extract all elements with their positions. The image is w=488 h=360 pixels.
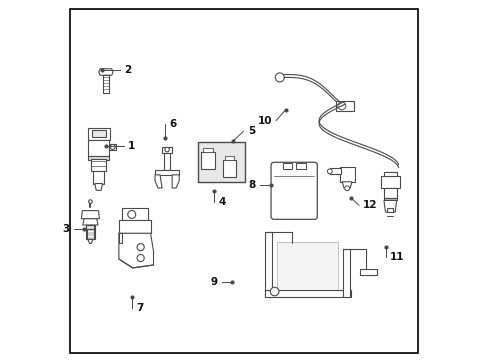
Bar <box>92 130 105 137</box>
Bar <box>164 153 170 170</box>
Bar <box>339 167 354 182</box>
Circle shape <box>327 169 331 174</box>
Text: 10: 10 <box>257 116 271 126</box>
Text: 11: 11 <box>389 252 404 262</box>
Bar <box>282 163 292 169</box>
Bar <box>93 171 104 184</box>
Bar <box>383 188 396 198</box>
Bar <box>383 198 396 201</box>
Circle shape <box>164 147 169 152</box>
Text: 7: 7 <box>136 303 143 313</box>
Circle shape <box>88 200 92 203</box>
Circle shape <box>344 186 349 191</box>
Text: 2: 2 <box>124 65 132 75</box>
Bar <box>88 156 109 159</box>
Bar <box>162 147 172 153</box>
Polygon shape <box>82 219 98 225</box>
Bar <box>383 172 396 176</box>
Bar <box>122 207 147 221</box>
Bar <box>224 156 234 161</box>
Polygon shape <box>95 184 102 190</box>
Bar <box>295 163 305 169</box>
Bar <box>264 233 271 297</box>
Text: 12: 12 <box>363 200 377 210</box>
Circle shape <box>137 255 144 262</box>
Bar <box>329 168 340 174</box>
Text: 3: 3 <box>62 224 69 234</box>
Bar <box>86 229 94 239</box>
Bar <box>87 128 109 140</box>
Bar <box>109 144 116 150</box>
Bar <box>91 159 106 171</box>
Bar <box>103 75 109 93</box>
Bar <box>86 225 94 229</box>
Circle shape <box>275 73 284 82</box>
FancyBboxPatch shape <box>270 162 317 219</box>
Bar <box>86 225 95 239</box>
Bar <box>88 140 109 156</box>
Polygon shape <box>81 211 99 219</box>
Circle shape <box>270 287 278 296</box>
Polygon shape <box>119 233 153 268</box>
Bar <box>119 233 122 243</box>
Text: 8: 8 <box>247 180 255 190</box>
Circle shape <box>110 144 115 149</box>
Polygon shape <box>99 69 113 75</box>
Polygon shape <box>342 182 351 188</box>
Bar <box>277 242 338 290</box>
Bar <box>222 161 236 177</box>
Bar <box>359 269 376 275</box>
Text: 4: 4 <box>218 197 225 207</box>
Bar <box>197 141 244 183</box>
Polygon shape <box>172 175 179 188</box>
Text: 6: 6 <box>168 119 176 129</box>
Text: 5: 5 <box>247 126 254 136</box>
Bar <box>201 152 215 169</box>
Bar <box>343 249 349 297</box>
Bar <box>155 170 179 175</box>
Bar <box>380 176 399 188</box>
Bar <box>335 101 353 111</box>
Polygon shape <box>155 175 162 188</box>
Bar <box>119 220 150 233</box>
Polygon shape <box>88 239 93 243</box>
Text: 1: 1 <box>128 141 135 151</box>
Circle shape <box>337 102 345 110</box>
Bar <box>386 208 392 212</box>
Circle shape <box>137 244 144 251</box>
Bar <box>203 148 213 152</box>
Circle shape <box>127 211 135 219</box>
Polygon shape <box>383 201 396 212</box>
Text: 9: 9 <box>210 276 218 287</box>
Bar <box>264 290 350 297</box>
